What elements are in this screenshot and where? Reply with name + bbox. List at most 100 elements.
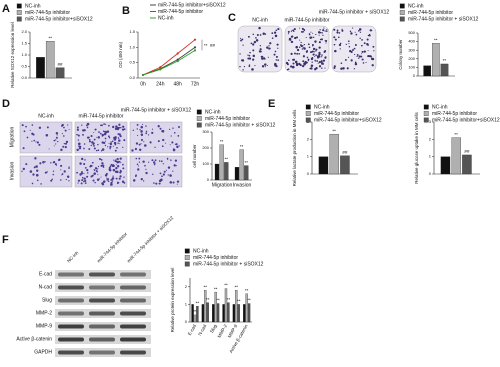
colony-plate-dot bbox=[291, 59, 294, 61]
legend-swatch bbox=[423, 117, 429, 123]
colony-plate-dot bbox=[312, 36, 315, 39]
transwell-image-dot bbox=[40, 183, 42, 185]
blot-band bbox=[58, 298, 84, 303]
transwell-image-dot bbox=[98, 131, 100, 134]
colony-plate-dot bbox=[373, 50, 375, 52]
transwell-image-dot bbox=[36, 169, 39, 172]
y-tick-label: 0 bbox=[413, 73, 416, 78]
transwell-image-dot bbox=[55, 139, 57, 141]
transwell-image-dot bbox=[44, 171, 47, 174]
y-tick-label: 2 bbox=[429, 136, 432, 141]
colony-plate-dot bbox=[338, 32, 341, 34]
transwell-image-dot bbox=[66, 175, 70, 178]
colony-plate-dot bbox=[315, 33, 317, 36]
colony-plate-dot bbox=[274, 34, 278, 38]
bar bbox=[45, 41, 55, 79]
colony-plate-dot bbox=[259, 48, 262, 51]
x-tick-label: MMP-9 bbox=[227, 323, 239, 338]
colony-plate-dot bbox=[323, 27, 325, 29]
transwell-image-dot bbox=[163, 170, 166, 173]
transwell-image-dot bbox=[35, 165, 38, 168]
transwell-image-dot bbox=[55, 131, 59, 135]
transwell-image-dot bbox=[158, 179, 162, 183]
colony-plate-dot bbox=[344, 58, 347, 61]
colony-plate-dot bbox=[311, 59, 313, 61]
transwell-image-dot bbox=[94, 181, 96, 184]
line-marker bbox=[193, 49, 197, 52]
transwell-image-dot bbox=[68, 128, 70, 130]
transwell-image-dot bbox=[111, 165, 114, 168]
legend-swatch bbox=[16, 10, 22, 15]
colony-plate-dot bbox=[317, 62, 319, 64]
transwell-image-dot bbox=[25, 163, 28, 166]
transwell-image-dot bbox=[165, 169, 167, 171]
transwell-image-dot bbox=[152, 173, 154, 176]
x-tick-label: 48h bbox=[173, 81, 182, 87]
colony-plate-dot bbox=[350, 59, 353, 62]
transwell-image-dot bbox=[93, 172, 97, 175]
colony-plate-dot bbox=[358, 28, 362, 31]
colony-plate-dot bbox=[372, 45, 375, 48]
blot-band bbox=[89, 298, 115, 303]
transwell-image-dot bbox=[102, 142, 104, 144]
y-axis-label: Relative glucose uptake in MM cells bbox=[414, 111, 419, 183]
transwell-image-dot bbox=[175, 143, 178, 146]
legend-label: miR-744-5p inhibitor bbox=[432, 111, 477, 117]
colony-plate-dot bbox=[320, 38, 323, 41]
colony-plate-dot bbox=[298, 46, 301, 49]
colony-plate-dot bbox=[239, 53, 241, 55]
transwell-image-dot bbox=[101, 162, 104, 165]
colony-plate-dot bbox=[333, 65, 336, 68]
transwell-image-dot bbox=[81, 172, 84, 175]
colony-plate-dot bbox=[289, 39, 292, 41]
transwell-image-dot bbox=[143, 141, 145, 143]
colony-plate-dot bbox=[291, 65, 295, 69]
colony-plate-dot bbox=[275, 65, 278, 68]
transwell-image-dot bbox=[119, 169, 122, 172]
y-tick-label: 1 bbox=[307, 154, 310, 159]
transwell-image-dot bbox=[105, 140, 107, 142]
x-tick-label: 0h bbox=[140, 81, 146, 87]
transwell-image-dot bbox=[167, 166, 171, 169]
bar bbox=[219, 144, 224, 181]
colony-plate-dot bbox=[300, 45, 303, 48]
transwell-image-dot bbox=[161, 130, 163, 132]
significance-label: ## bbox=[342, 150, 348, 155]
colony-plate-dot bbox=[366, 43, 369, 46]
y-tick-label: 1 bbox=[185, 301, 188, 306]
legend-label: miR-744-5p inhibitor bbox=[193, 255, 238, 261]
legend-label: miR-744-5p inhibitor + siSOX12 bbox=[408, 16, 479, 22]
colony-plate-dot bbox=[319, 29, 321, 31]
colony-plate-dot bbox=[239, 37, 241, 39]
transwell-image-dot bbox=[31, 132, 34, 135]
transwell-image-dot bbox=[77, 182, 79, 184]
bar bbox=[227, 302, 230, 323]
transwell-image-dot bbox=[122, 146, 124, 148]
blot-band bbox=[89, 311, 115, 316]
colony-plate-dot bbox=[334, 38, 337, 41]
significance-label: ** bbox=[225, 157, 229, 162]
transwell-image-dot bbox=[177, 135, 180, 137]
transwell-image-dot bbox=[97, 136, 101, 139]
transwell-image-dot bbox=[53, 161, 56, 164]
transwell-image-dot bbox=[86, 169, 89, 172]
transwell-image-dot bbox=[118, 137, 120, 139]
blot-band bbox=[120, 337, 146, 342]
y-tick-label: 0.0 bbox=[21, 75, 27, 80]
colony-plate-dot bbox=[302, 31, 305, 33]
transwell-image-dot bbox=[132, 179, 136, 182]
y-axis-label: Relative SOX12 expression level bbox=[10, 22, 15, 88]
colony-plate-dot bbox=[333, 66, 336, 70]
bar bbox=[237, 304, 240, 323]
transwell-image-dot bbox=[115, 177, 118, 180]
transwell-image-dot bbox=[83, 147, 85, 150]
transwell-image-dot bbox=[137, 168, 140, 171]
transwell-image-dot bbox=[161, 175, 163, 178]
colony-plate-dot bbox=[354, 31, 356, 33]
colony-plate-dot bbox=[310, 67, 313, 70]
transwell-image-dot bbox=[142, 160, 145, 163]
colony-plate-dot bbox=[258, 26, 261, 30]
transwell-image-dot bbox=[36, 141, 39, 144]
transwell-image-dot bbox=[61, 173, 64, 175]
